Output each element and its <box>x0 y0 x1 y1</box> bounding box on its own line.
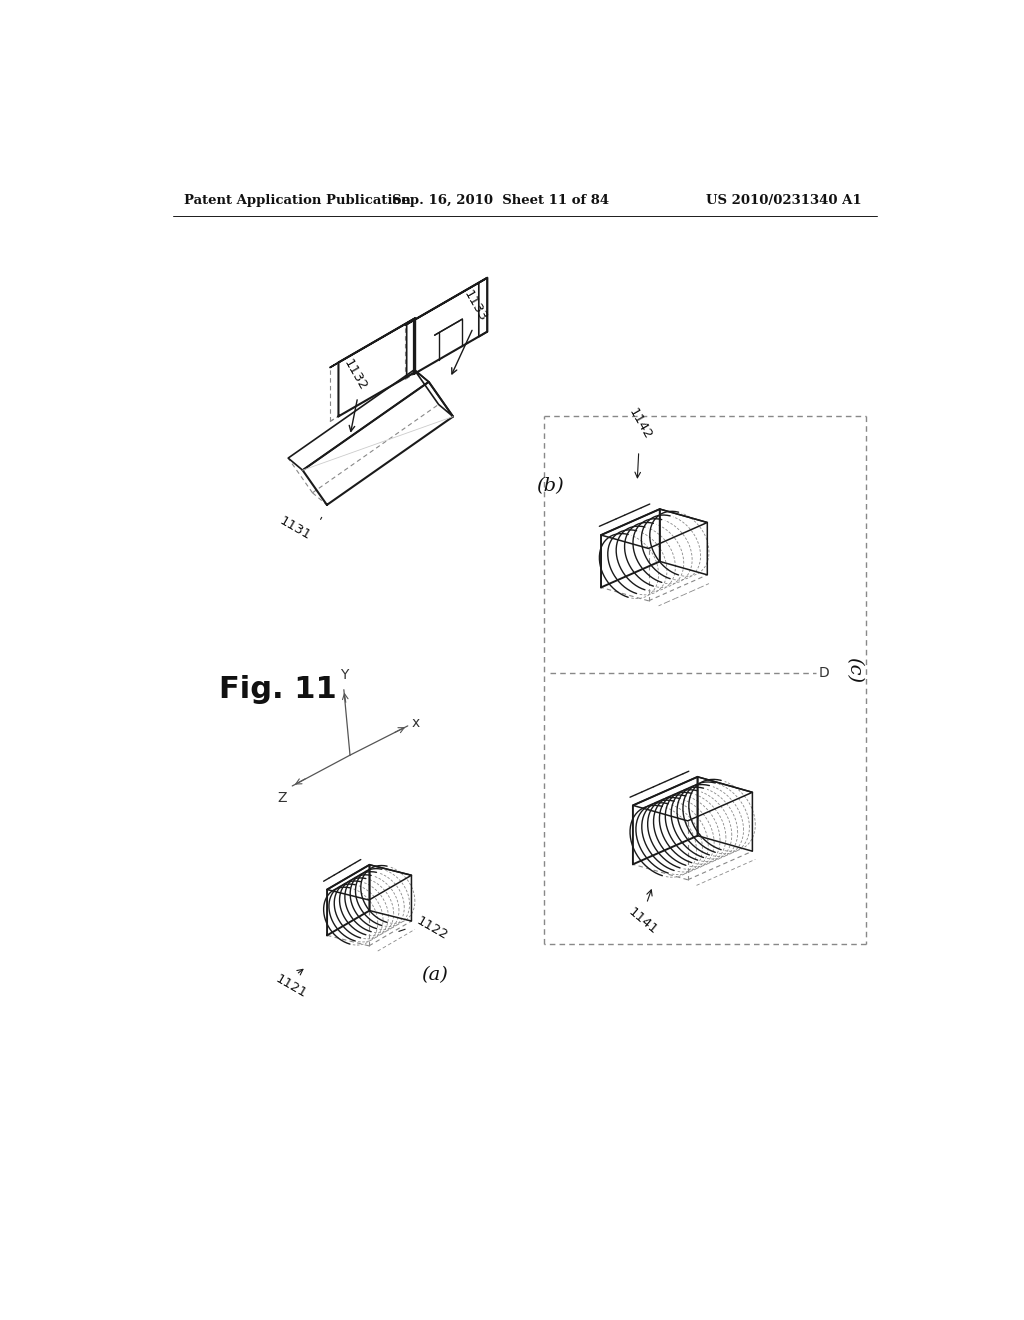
Text: 1122: 1122 <box>414 915 450 942</box>
Text: Patent Application Publication: Patent Application Publication <box>184 194 412 207</box>
Text: (c): (c) <box>846 657 863 684</box>
Text: 1142: 1142 <box>627 407 654 442</box>
Text: Sep. 16, 2010  Sheet 11 of 84: Sep. 16, 2010 Sheet 11 of 84 <box>391 194 608 207</box>
Text: 1133: 1133 <box>462 288 489 323</box>
Text: (a): (a) <box>421 966 449 983</box>
Text: D: D <box>818 665 828 680</box>
Text: 1132: 1132 <box>341 358 370 393</box>
Text: Fig. 11: Fig. 11 <box>219 676 337 704</box>
Text: 1141: 1141 <box>626 906 659 937</box>
Text: US 2010/0231340 A1: US 2010/0231340 A1 <box>707 194 862 207</box>
Text: 1131: 1131 <box>278 513 313 543</box>
Text: Y: Y <box>340 668 348 682</box>
Text: 1121: 1121 <box>273 972 309 1001</box>
Text: (b): (b) <box>537 477 564 495</box>
Text: Z: Z <box>278 791 287 805</box>
Text: x: x <box>412 715 420 730</box>
